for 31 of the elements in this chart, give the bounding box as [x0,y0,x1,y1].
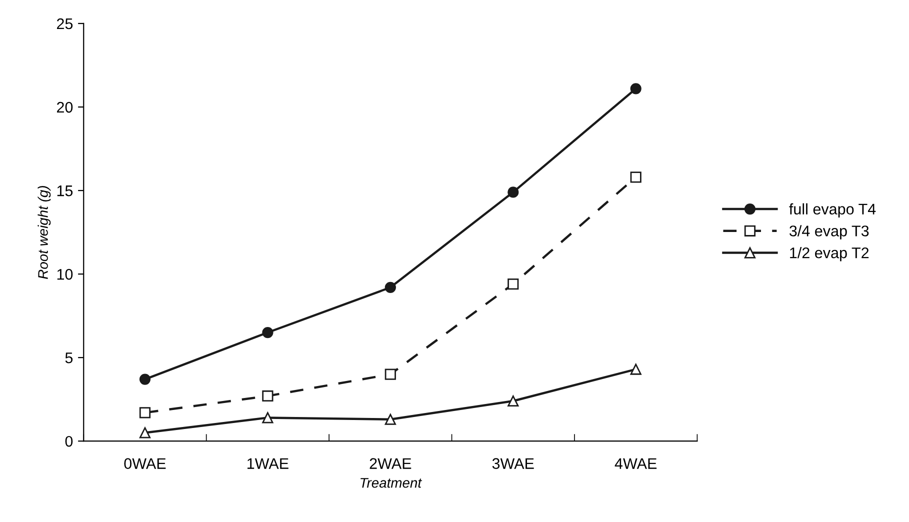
point [262,412,274,424]
y-tick-label: 15 [57,186,73,196]
legend-label: 3/4 evap T3 [790,225,869,240]
x-tick-label: 0WAE [124,458,166,469]
point [508,278,519,290]
x-tick-label: 2WAE [370,458,412,469]
legend-label: full evapo T4 [789,203,876,218]
point [139,374,151,385]
point [384,282,396,293]
point [384,368,396,380]
point [630,83,642,94]
x-tick-label: 3WAE [492,458,534,469]
y-tick-label: 25 [56,18,73,30]
y-tick-label: 20 [56,102,73,113]
point [262,326,274,338]
point [139,427,151,438]
point [630,364,642,375]
x-axis-title: Treatment [360,478,422,488]
y-tick-label: 0 [65,436,73,447]
point [262,390,274,402]
point [508,186,519,198]
y-tick-label: 5 [65,352,73,364]
y-tick-label: 10 [57,268,73,280]
x-tick-label: 1WAE [248,458,288,469]
point [139,407,151,418]
point [384,414,396,425]
point [630,172,642,183]
legend-label: 1/2 evap T2 [790,247,869,262]
point [508,395,519,407]
y-axis-title: Root weight (g) [38,186,51,279]
x-tick-label: 4WAE [614,458,657,469]
